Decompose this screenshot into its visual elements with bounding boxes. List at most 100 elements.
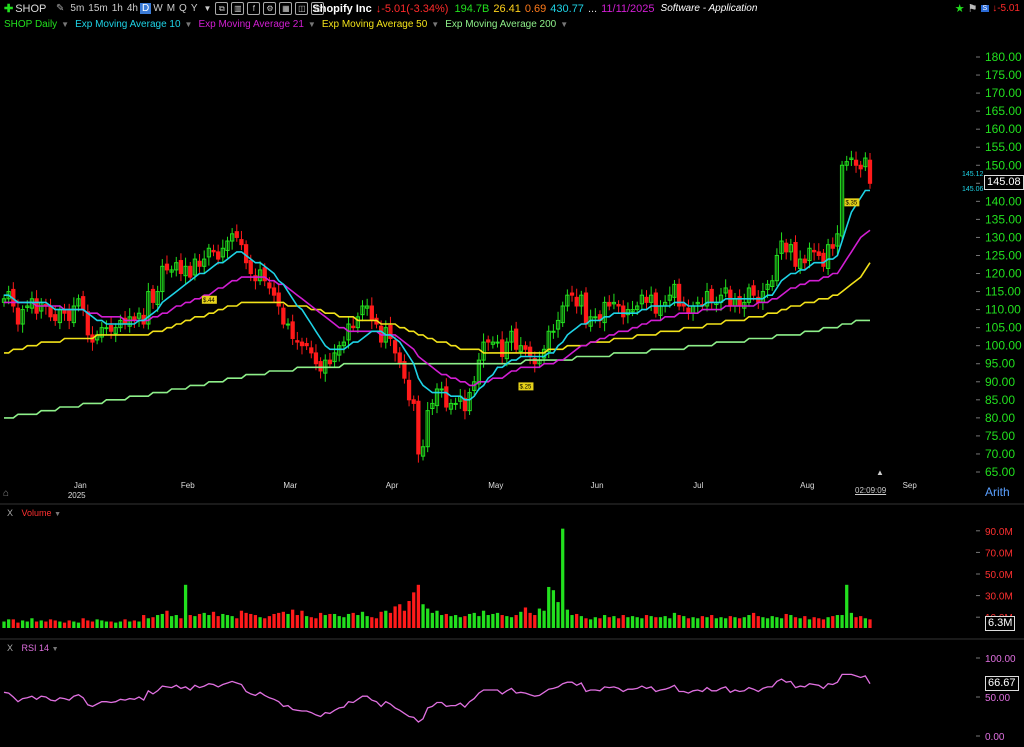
legend-price[interactable]: SHOP Daily	[4, 19, 58, 30]
candle-body	[784, 242, 789, 253]
legend-ema10[interactable]: Exp Moving Average 10	[75, 19, 181, 30]
price-panel: $.44 $.25 $.35	[1, 150, 873, 463]
scroll-right-icon[interactable]: ▲	[876, 468, 884, 477]
volume-bar	[542, 610, 546, 628]
indicator-icon[interactable]: f	[247, 2, 261, 15]
favorite-star-icon[interactable]: ★	[954, 3, 965, 15]
candle-body	[169, 269, 174, 273]
volume-bar	[449, 616, 453, 628]
layout-icon[interactable]: ▦	[279, 2, 293, 15]
timeframe-y[interactable]: Y	[190, 3, 198, 14]
volume-bar	[453, 615, 458, 628]
volume-bar	[183, 584, 188, 628]
candle-body	[751, 285, 756, 296]
legend-ema200[interactable]: Exp Moving Average 200	[445, 19, 557, 30]
ema200-line	[4, 319, 870, 419]
screenshot-icon[interactable]: ◫	[295, 2, 309, 15]
scale-mode-toggle[interactable]: Arith	[985, 485, 1010, 499]
flag-icon[interactable]: ⚑	[967, 3, 978, 15]
stockcharts-badge-icon[interactable]: S	[980, 5, 990, 12]
candle-body	[53, 314, 58, 321]
volume-bar	[705, 617, 709, 628]
volume-bar	[561, 528, 565, 628]
legend-ema10-caret-icon[interactable]: ▼	[184, 20, 193, 29]
timeframe-d[interactable]: D	[140, 3, 152, 14]
timeframe-dropdown-icon[interactable]: ▼	[203, 4, 212, 13]
candle-body	[462, 397, 468, 412]
volume-bar	[770, 616, 774, 628]
legend-ema21[interactable]: Exp Moving Average 21	[198, 19, 304, 30]
alert-icon[interactable]: ◎	[311, 2, 325, 15]
volume-bar	[537, 608, 542, 628]
volume-bar	[216, 616, 220, 628]
timeframe-q[interactable]: Q	[179, 3, 187, 14]
stat-4: 430.77	[550, 2, 584, 15]
add-symbol-icon[interactable]: ✚	[4, 3, 14, 15]
timeframe-5m[interactable]: 5m	[70, 3, 85, 14]
price-tick-label: 65.00	[985, 465, 1015, 479]
volume-panel-label[interactable]: Volume	[21, 508, 52, 518]
volume-bar	[95, 619, 99, 628]
candle-body	[672, 283, 677, 298]
candle-body	[337, 345, 342, 356]
volume-bar	[435, 610, 439, 628]
candle-body	[858, 164, 863, 170]
draw-tool-icon[interactable]: ✎	[56, 3, 65, 14]
rsi-close-button[interactable]: X	[7, 643, 14, 653]
rsi-panel-label[interactable]: RSI 14	[21, 643, 50, 653]
volume-last-value: 6.3M	[988, 617, 1013, 629]
date-tick-label: Feb	[181, 481, 195, 490]
candle-body	[560, 305, 565, 324]
candle-body	[770, 280, 775, 288]
volume-bar	[342, 617, 346, 628]
candle-body	[760, 291, 766, 303]
legend-ema50-caret-icon[interactable]: ▼	[431, 20, 440, 29]
settings-icon[interactable]: ⚙	[263, 2, 277, 15]
legend-ema21-caret-icon[interactable]: ▼	[307, 20, 316, 29]
volume-bar	[160, 613, 164, 628]
volume-bar	[365, 616, 369, 628]
candle-body	[62, 309, 67, 314]
volume-bar	[300, 610, 304, 628]
volume-bar	[621, 615, 625, 628]
volume-bar	[509, 617, 514, 628]
legend-ema50[interactable]: Exp Moving Average 50	[321, 19, 428, 30]
volume-bar	[360, 611, 365, 628]
stat-2: 26.41	[493, 2, 521, 15]
price-tick-label: 75.00	[985, 429, 1015, 443]
timeframe-4h[interactable]: 4h	[126, 3, 138, 14]
candle-body	[765, 283, 770, 290]
candle-body	[188, 265, 193, 278]
compare-icon[interactable]: ⧉	[215, 2, 229, 15]
volume-bar	[672, 612, 677, 628]
timeframe-w[interactable]: W	[153, 3, 163, 14]
rsi-caret-icon[interactable]: ▼	[51, 646, 59, 653]
candle-body	[611, 301, 617, 305]
timeframe-m[interactable]: M	[166, 3, 176, 14]
timeframe-15m[interactable]: 15m	[88, 3, 108, 14]
symbol-ticker[interactable]: SHOP	[15, 2, 47, 15]
candle-body	[392, 340, 398, 354]
volume-bar	[81, 618, 85, 628]
volume-close-button[interactable]: X	[7, 508, 14, 518]
chart-type-icon[interactable]: ▥	[231, 2, 245, 15]
candle-body	[29, 298, 35, 309]
sector-label: Software - Application	[660, 3, 758, 14]
legend-price-caret-icon[interactable]: ▼	[61, 20, 70, 29]
volume-bar	[118, 621, 123, 628]
price-tick-label: 120.00	[985, 267, 1022, 281]
timeframe-1h[interactable]: 1h	[111, 3, 123, 14]
volume-bar	[430, 612, 434, 628]
candle-body	[849, 157, 854, 160]
legend-ema200-caret-icon[interactable]: ▼	[560, 20, 569, 29]
volume-bar	[477, 616, 481, 628]
volume-bar	[444, 613, 448, 628]
symbol-name: Shopify Inc	[312, 2, 372, 15]
volume-caret-icon[interactable]: ▼	[54, 511, 62, 518]
candle-body	[630, 309, 635, 313]
volume-bar	[668, 618, 672, 628]
candle-body	[351, 325, 356, 329]
home-icon[interactable]: ⌂	[3, 488, 10, 499]
candle-body	[146, 291, 151, 325]
